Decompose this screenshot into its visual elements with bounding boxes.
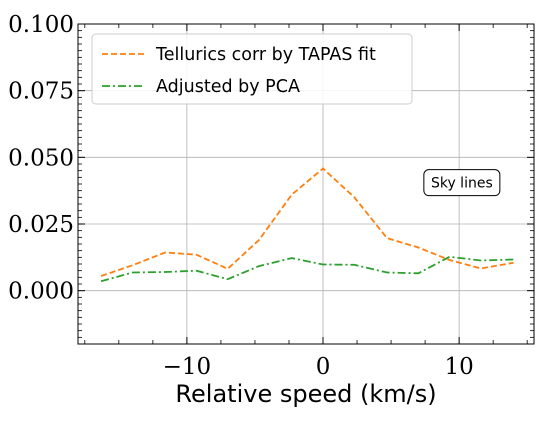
y-tick-label: 0.025	[8, 212, 74, 238]
annotation-box	[423, 169, 501, 197]
y-tick-label: 0.100	[8, 12, 74, 38]
legend-label-1: Adjusted by PCA	[156, 77, 300, 97]
y-tick-label: 0.075	[8, 79, 74, 105]
series-line-0	[100, 167, 514, 277]
annotation-text: Sky lines	[431, 176, 493, 192]
plot-series	[100, 167, 514, 283]
axis-ticks: −10 0 10 0.000 0.025 0.050 0.075 0.100	[8, 12, 534, 380]
legend-label-0: Tellurics corr by TAPAS fit	[155, 45, 376, 65]
annotations: Sky lines	[423, 169, 501, 197]
legend: Tellurics corr by TAPAS fit Adjusted by P…	[91, 33, 413, 105]
x-tick-label: 0	[316, 354, 331, 380]
y-tick-label: 0.000	[8, 279, 74, 305]
series-line-1	[100, 255, 514, 283]
legend-box	[91, 33, 413, 105]
y-tick-label: 0.050	[8, 145, 74, 171]
x-tick-label: 10	[444, 354, 473, 380]
x-tick-label: −10	[163, 354, 212, 380]
x-axis-label: Relative speed (km/s)	[175, 380, 436, 408]
